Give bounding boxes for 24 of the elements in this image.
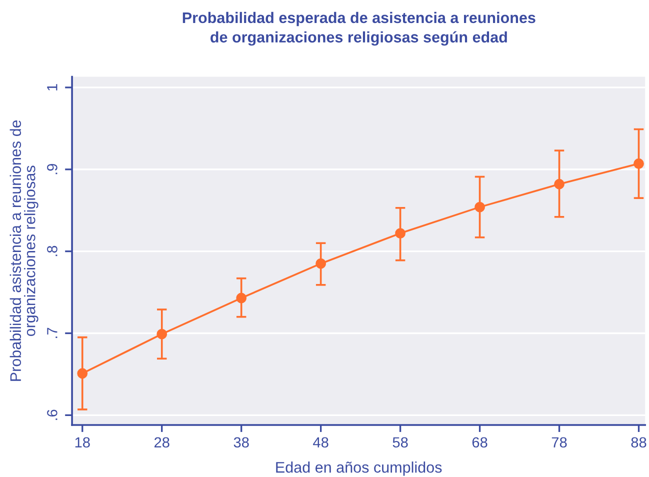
y-axis-title: Probabilidad asistencia a reuniones de organizaciones religiosas xyxy=(10,120,38,381)
y-tick-label: 1 xyxy=(47,84,58,90)
x-tick-label: 78 xyxy=(552,437,567,448)
point xyxy=(474,202,485,212)
point xyxy=(77,368,88,379)
point xyxy=(395,228,406,238)
y-tick-label: .7 xyxy=(47,328,58,338)
point xyxy=(554,178,564,190)
x-tick-label: 18 xyxy=(75,437,90,448)
x-tick-label: 88 xyxy=(631,437,646,448)
x-tick-label: 68 xyxy=(472,437,488,448)
y-tick-label: .9 xyxy=(47,164,58,174)
y-tick-label: .6 xyxy=(47,410,58,420)
chart-title: Probabilidad esperada de asistencia a reuniones de organizaciones religiosas según edad xyxy=(182,12,536,46)
y-tick-label: .8 xyxy=(47,246,58,256)
x-tick-label: 28 xyxy=(154,437,170,448)
point xyxy=(236,292,247,304)
point xyxy=(156,328,168,340)
x-tick-label: 58 xyxy=(392,437,408,448)
x-axis-title: Edad en años cumplidos xyxy=(276,462,442,476)
point xyxy=(316,258,326,269)
x-tick-label: 48 xyxy=(313,437,328,448)
point xyxy=(634,158,644,169)
x-tick-label: 38 xyxy=(234,437,249,448)
